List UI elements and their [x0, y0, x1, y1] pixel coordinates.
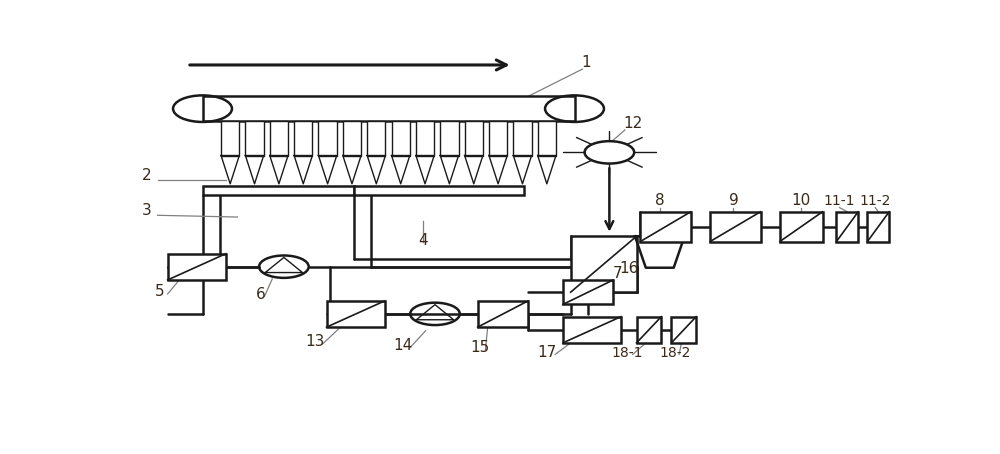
Text: 14: 14 [393, 338, 412, 353]
Text: 17: 17 [538, 345, 557, 360]
Bar [538, 121, 556, 156]
Text: 7: 7 [612, 266, 622, 281]
Text: 6: 6 [256, 287, 266, 302]
Text: 11-2: 11-2 [860, 194, 891, 208]
Bar [478, 301, 528, 327]
Bar [563, 280, 613, 305]
Bar [367, 121, 385, 156]
Bar [780, 212, 822, 242]
Bar [489, 121, 507, 156]
Bar [440, 121, 459, 156]
Text: 15: 15 [470, 340, 490, 355]
Bar [221, 121, 239, 156]
Text: 18-2: 18-2 [660, 346, 691, 360]
Text: 16: 16 [619, 261, 638, 276]
Bar [563, 317, 621, 343]
Text: 12: 12 [623, 116, 642, 131]
Bar [416, 121, 434, 156]
Bar [571, 236, 637, 292]
Bar [836, 212, 858, 242]
Bar [640, 212, 691, 242]
Bar [637, 317, 661, 343]
Bar [867, 212, 889, 242]
Bar [318, 121, 337, 156]
Text: 4: 4 [419, 233, 428, 248]
Bar [202, 96, 574, 121]
Text: 10: 10 [791, 193, 810, 208]
Bar [270, 121, 288, 156]
Text: 1: 1 [581, 55, 591, 70]
Text: 2: 2 [142, 168, 152, 183]
Bar [326, 301, 385, 327]
Bar [245, 121, 264, 156]
Bar [465, 121, 483, 156]
Bar [513, 121, 532, 156]
Bar [202, 186, 354, 195]
Bar [392, 121, 410, 156]
Bar [710, 212, 761, 242]
Bar [671, 317, 696, 343]
Text: 9: 9 [728, 193, 738, 208]
Text: 5: 5 [155, 284, 165, 299]
Bar [343, 121, 361, 156]
Text: 3: 3 [142, 203, 152, 218]
Bar [294, 121, 312, 156]
Text: 8: 8 [655, 193, 665, 208]
Bar [354, 186, 524, 195]
Bar [168, 254, 226, 280]
Text: 18-1: 18-1 [611, 346, 643, 360]
Text: 13: 13 [305, 335, 325, 350]
Text: 11-1: 11-1 [824, 194, 855, 208]
